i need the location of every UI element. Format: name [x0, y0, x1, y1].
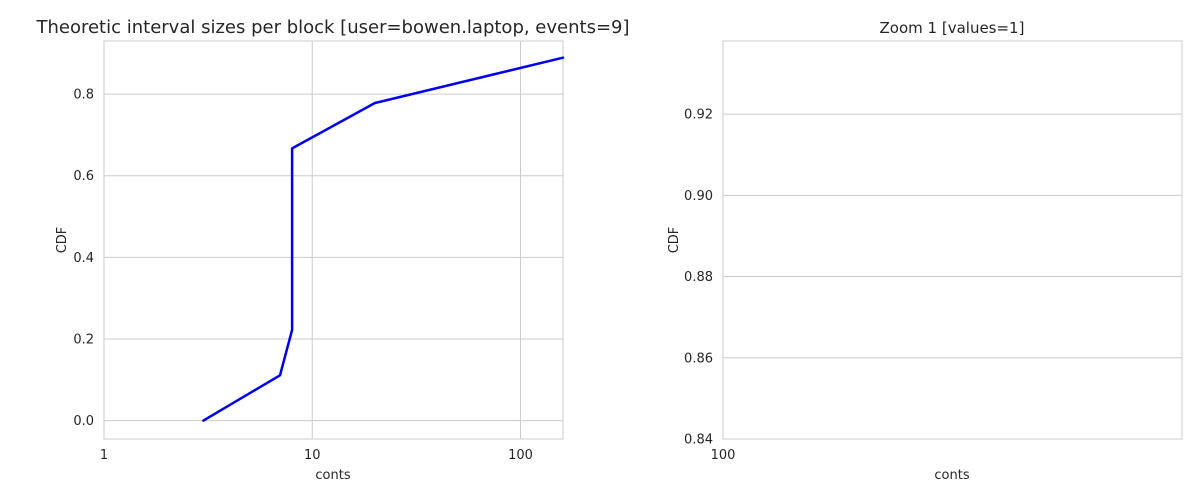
chart-zoom-ytick-label: 0.88 [684, 270, 713, 285]
chart-main-xtick-label: 100 [508, 448, 533, 463]
chart-main-grid [104, 41, 563, 439]
chart-main-series-line [202, 56, 565, 422]
chart-main-ytick-label: 0.2 [73, 332, 94, 347]
chart-zoom-xlabel: conts [934, 468, 969, 483]
chart-main: Theoretic interval sizes per block [user… [35, 17, 629, 483]
chart-main-ylabel: CDF [55, 227, 70, 254]
chart-main-series [202, 56, 565, 422]
chart-main-frame [103, 40, 564, 440]
chart-main-ytick-label: 0.4 [73, 251, 94, 266]
chart-zoom-frame [722, 40, 1183, 440]
chart-zoom-ytick-label: 0.86 [684, 351, 713, 366]
chart-main-title: Theoretic interval sizes per block [user… [35, 17, 629, 38]
chart-zoom-ytick-label: 0.92 [684, 108, 713, 123]
chart-main-ytick-label: 0.8 [73, 88, 94, 103]
chart-main-xtick-label: 10 [304, 448, 321, 463]
chart-main-xlabel: conts [315, 468, 350, 483]
chart-zoom-ylabel: CDF [667, 227, 682, 254]
chart-zoom: Zoom 1 [values=1] 0.84 0.86 0.88 0.90 0.92 10… [667, 19, 1183, 483]
chart-zoom-title: Zoom 1 [values=1] [880, 19, 1025, 37]
chart-main-ticks: 0.0 0.2 0.4 0.6 0.8 1 10 100 [73, 88, 533, 463]
chart-zoom-ticks: 0.84 0.86 0.88 0.90 0.92 100 [684, 108, 735, 463]
chart-main-ytick-label: 0.0 [73, 414, 94, 429]
chart-main-xtick-label: 1 [100, 448, 108, 463]
chart-main-ytick-label: 0.6 [73, 169, 94, 184]
chart-zoom-ytick-label: 0.90 [684, 189, 713, 204]
chart-zoom-grid [723, 113, 1182, 440]
chart-zoom-ytick-label: 0.84 [684, 433, 713, 448]
chart-zoom-xtick-label: 100 [711, 448, 736, 463]
